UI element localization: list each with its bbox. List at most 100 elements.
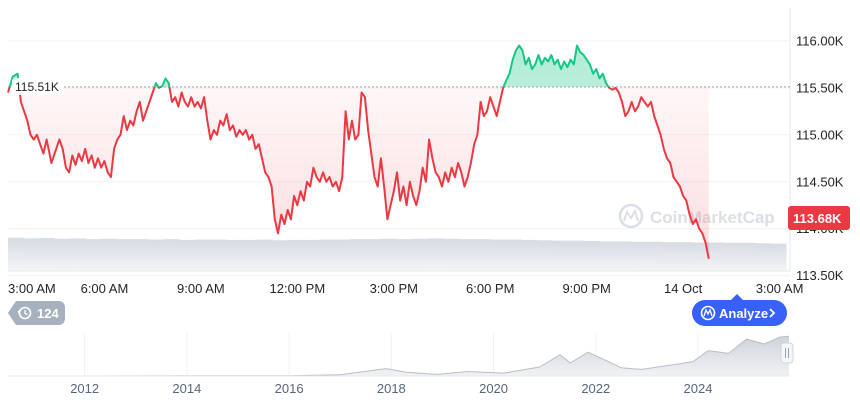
volume-bar [552, 240, 569, 271]
volume-bar [225, 239, 242, 271]
x-tick-label: 3:00 AM [756, 281, 804, 296]
volume-bar [8, 237, 25, 271]
analyze-button-label: Analyze [719, 306, 768, 321]
volume-bar [568, 240, 585, 271]
overview-area [8, 336, 789, 376]
volume-bar [272, 240, 289, 271]
overview-year-axis: 2012 2014 2016 2018 2020 2022 2024 [70, 381, 712, 396]
history-badge-bg [8, 301, 65, 325]
volume-bar [397, 239, 414, 271]
y-tick-label: 114.50K [796, 174, 844, 189]
volume-bar [754, 243, 771, 271]
x-tick-label: 9:00 PM [562, 281, 610, 296]
volume-bar [474, 239, 491, 271]
price-line-down [7, 86, 710, 259]
volume-bar [148, 239, 165, 271]
volume-bar [288, 239, 305, 271]
volume-bar [645, 241, 663, 271]
volume-bar [723, 242, 740, 271]
x-tick-label: 14 Oct [664, 281, 703, 296]
current-price-value: 113.68K [793, 211, 842, 226]
volume-bar [163, 239, 180, 271]
volume-bar [132, 239, 149, 271]
range-handle[interactable] [780, 342, 794, 364]
volume-bar [412, 238, 429, 271]
volume-bar [583, 241, 600, 271]
volume-bar [85, 239, 102, 271]
volume-bar [381, 238, 398, 271]
y-tick-label: 115.00K [796, 127, 844, 142]
volume-bar [490, 239, 507, 271]
volume-bar [770, 243, 787, 271]
volume-bar [708, 242, 725, 271]
year-tick-label: 2014 [172, 381, 201, 396]
x-axis: 3:00 AM 6:00 AM 9:00 AM 12:00 PM 3:00 PM 6:00… [8, 281, 803, 296]
volume-bar [23, 238, 40, 271]
volume-bar [303, 239, 320, 271]
y-tick-label: 113.50K [796, 268, 844, 283]
volume-bar [677, 242, 694, 271]
volume-bar [365, 239, 382, 271]
volume-bar [739, 242, 756, 271]
volume-bar [179, 239, 196, 271]
volume-bar [692, 242, 709, 271]
x-tick-label: 6:00 PM [466, 281, 514, 296]
volume-bar [334, 239, 351, 271]
volume-bar [537, 240, 554, 271]
coinmarketcap-logo-icon [618, 203, 644, 229]
volume-bar [661, 242, 678, 271]
x-tick-label: 9:00 AM [177, 281, 225, 296]
year-tick-label: 2012 [70, 381, 99, 396]
volume-bar [54, 238, 71, 271]
volume-bar [101, 238, 118, 271]
volume-bar [459, 239, 476, 271]
volume-bar [241, 239, 258, 271]
year-tick-label: 2018 [377, 381, 406, 396]
svg-text:115.51K: 115.51K [15, 80, 59, 94]
volume-bar [194, 239, 211, 271]
year-tick-label: 2020 [479, 381, 508, 396]
chevron-right-icon [769, 308, 776, 318]
volume-bar [521, 239, 538, 271]
volume-bar [210, 239, 227, 271]
watermark-text: CoinMarketCap [650, 208, 775, 227]
volume-bar [599, 241, 616, 271]
overview-handle[interactable] [780, 342, 794, 364]
volume-bar [505, 239, 522, 271]
history-clock-icon [17, 306, 32, 320]
volume-bar [614, 241, 631, 271]
history-badge-count: 124 [37, 306, 59, 321]
volume-bar [443, 238, 460, 271]
volume-bar [39, 238, 56, 271]
overview-line [8, 335, 790, 377]
coinmarketcap-watermark: CoinMarketCap [618, 203, 775, 229]
volume-bars [8, 237, 787, 271]
history-badge[interactable]: 124 [8, 301, 65, 325]
year-tick-label: 2016 [275, 381, 304, 396]
volume-bar [319, 239, 336, 271]
year-tick-label: 2022 [581, 381, 610, 396]
reference-price-label: 115.51K [12, 78, 64, 95]
volume-bar [630, 241, 647, 271]
volume-bar [256, 239, 274, 271]
current-price-badge: 113.68K [788, 206, 850, 230]
x-tick-label: 3:00 AM [8, 281, 56, 296]
price-line-up [8, 44, 617, 87]
price-line [7, 44, 710, 259]
analyze-logo-icon [700, 305, 716, 321]
y-tick-label: 116.00K [796, 33, 844, 48]
area-above-reference [8, 45, 709, 87]
y-tick-label: 115.50K [796, 80, 844, 95]
volume-bar [350, 239, 367, 271]
y-axis: 116.00K115.50K115.00K114.50K114.00K113.5… [796, 33, 844, 283]
analyze-button[interactable]: Analyze [692, 294, 787, 326]
volume-bar [428, 238, 445, 271]
year-tick-label: 2024 [684, 381, 713, 396]
volume-bar [116, 239, 133, 271]
overview-navigator[interactable] [8, 333, 790, 377]
volume-bar [70, 238, 87, 271]
x-tick-label: 12:00 PM [270, 281, 326, 296]
analyze-button-bg [692, 300, 787, 326]
